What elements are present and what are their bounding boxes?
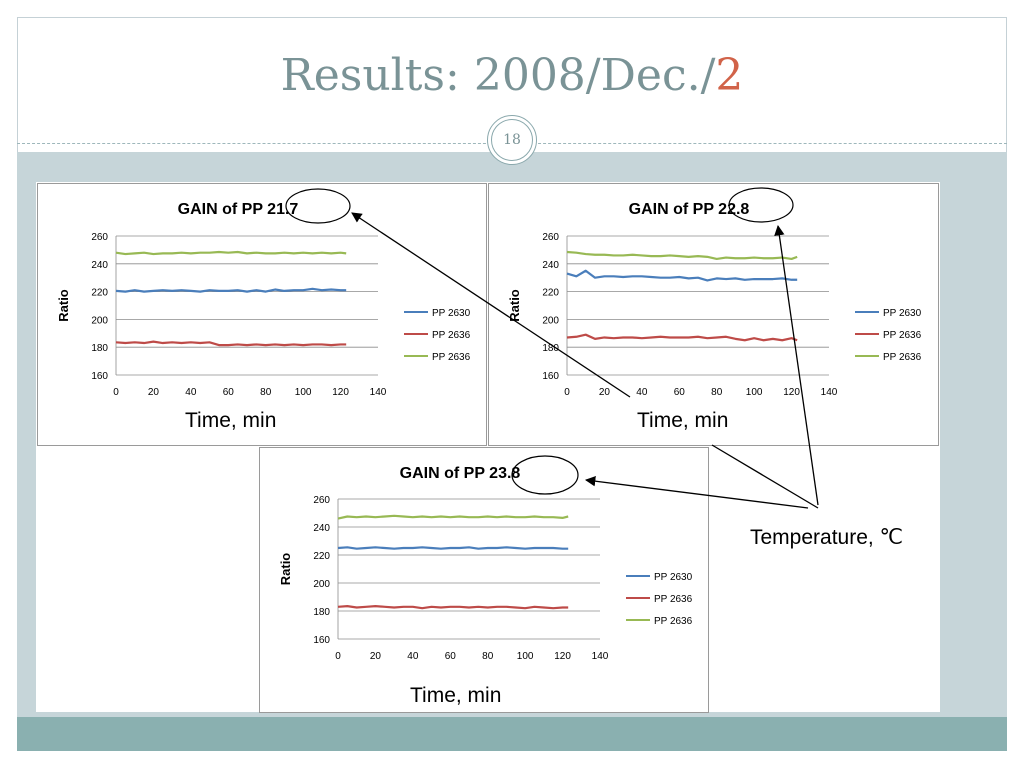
x-axis-label-chart-1: Time, min bbox=[185, 409, 277, 432]
title-highlight-ellipse bbox=[728, 187, 794, 223]
legend-label: PP 2636 bbox=[883, 352, 922, 363]
series-line-pp-2636-1 bbox=[115, 340, 347, 347]
legend-label: PP 2636 bbox=[883, 330, 922, 341]
x-tick-label: 40 bbox=[636, 387, 648, 398]
legend-label: PP 2636 bbox=[432, 330, 471, 341]
legend-label: PP 2636 bbox=[654, 616, 693, 627]
x-tick-label: 80 bbox=[711, 387, 723, 398]
x-tick-label: 140 bbox=[821, 387, 838, 398]
series-line-pp-2630-0 bbox=[115, 287, 347, 293]
legend-label: PP 2636 bbox=[654, 594, 693, 605]
arrow-to-gain-22-8 bbox=[774, 224, 819, 506]
title-main: Results: 2008/Dec./ bbox=[280, 50, 716, 101]
x-tick-label: 60 bbox=[223, 387, 235, 398]
slide-title: Results: 2008/Dec./2 bbox=[17, 50, 1007, 101]
series-line-pp-2636-2 bbox=[337, 514, 569, 520]
chart-title-prefix: GAIN of PP bbox=[178, 201, 268, 218]
series-line-pp-2636-1 bbox=[566, 333, 798, 342]
x-tick-label: 140 bbox=[592, 651, 609, 662]
series-line-pp-2636-2 bbox=[566, 250, 798, 261]
chart-title-prefix: GAIN of PP bbox=[400, 465, 490, 482]
x-tick-label: 120 bbox=[332, 387, 349, 398]
y-axis-label: Ratio bbox=[278, 553, 293, 586]
connector-line bbox=[711, 444, 819, 509]
x-tick-label: 60 bbox=[674, 387, 686, 398]
x-tick-label: 20 bbox=[148, 387, 160, 398]
chart-title: GAIN of PP 22.8 bbox=[629, 201, 750, 218]
y-axis-label: Ratio bbox=[56, 289, 71, 322]
y-tick-label: 240 bbox=[542, 260, 559, 271]
chart-title-value: 22.8 bbox=[718, 201, 749, 218]
x-tick-label: 140 bbox=[370, 387, 387, 398]
y-tick-label: 180 bbox=[91, 343, 108, 354]
chart-title: GAIN of PP 21.7 bbox=[178, 201, 299, 218]
y-tick-label: 200 bbox=[542, 315, 559, 326]
y-tick-label: 200 bbox=[91, 315, 108, 326]
y-tick-label: 260 bbox=[313, 495, 330, 506]
arrow-to-gain-23-8 bbox=[584, 476, 809, 509]
y-tick-label: 160 bbox=[313, 635, 330, 646]
y-tick-label: 240 bbox=[313, 523, 330, 534]
y-tick-label: 240 bbox=[91, 260, 108, 271]
y-tick-label: 220 bbox=[313, 551, 330, 562]
chart-title-prefix: GAIN of PP bbox=[629, 201, 719, 218]
legend-label: PP 2630 bbox=[432, 308, 471, 319]
chart-gain-22-8: GAIN of PP 22.8 160 180 200 220 240 260 0 20 40 60… bbox=[507, 187, 922, 398]
y-tick-label: 220 bbox=[91, 288, 108, 299]
x-tick-label: 20 bbox=[599, 387, 611, 398]
x-tick-label: 80 bbox=[482, 651, 494, 662]
x-tick-label: 100 bbox=[517, 651, 534, 662]
chart-gain-21-7: GAIN of PP 21.7 160 180 200 220 240 260 0 20 40 60… bbox=[56, 188, 471, 398]
temperature-annotation: Temperature, ℃ bbox=[750, 526, 904, 549]
page-number: 18 bbox=[491, 119, 533, 161]
legend-label: PP 2630 bbox=[883, 308, 922, 319]
x-tick-label: 100 bbox=[746, 387, 763, 398]
y-tick-label: 160 bbox=[91, 371, 108, 382]
series-line-pp-2636-1 bbox=[337, 605, 569, 610]
y-tick-label: 160 bbox=[542, 371, 559, 382]
series-line-pp-2630-0 bbox=[337, 546, 569, 550]
x-tick-label: 20 bbox=[370, 651, 382, 662]
chart-title-value: 21.7 bbox=[267, 201, 298, 218]
x-tick-label: 60 bbox=[445, 651, 457, 662]
x-tick-label: 40 bbox=[185, 387, 197, 398]
y-tick-label: 260 bbox=[91, 232, 108, 243]
x-axis-label-chart-2: Time, min bbox=[637, 409, 729, 432]
series-line-pp-2636-2 bbox=[115, 250, 347, 256]
y-tick-label: 180 bbox=[542, 343, 559, 354]
footer-bar bbox=[17, 717, 1007, 751]
series-line-pp-2630-0 bbox=[566, 269, 798, 282]
title-accent: 2 bbox=[715, 50, 744, 101]
x-tick-label: 120 bbox=[554, 651, 571, 662]
x-tick-label: 100 bbox=[295, 387, 312, 398]
title-highlight-ellipse bbox=[511, 455, 579, 495]
x-tick-label: 0 bbox=[335, 651, 341, 662]
x-axis-label-chart-3: Time, min bbox=[410, 684, 502, 707]
chart-panel-gain-23-8: GAIN of PP 23.8 160 180 200 220 240 260 0 20 40 60… bbox=[259, 447, 709, 713]
legend-label: PP 2630 bbox=[654, 572, 693, 583]
title-highlight-ellipse bbox=[285, 188, 351, 224]
y-tick-label: 180 bbox=[313, 607, 330, 618]
x-tick-label: 120 bbox=[783, 387, 800, 398]
chart-panel-gain-21-7: GAIN of PP 21.7 160 180 200 220 240 260 0 20 40 60… bbox=[37, 183, 487, 446]
x-tick-label: 80 bbox=[260, 387, 272, 398]
legend-label: PP 2636 bbox=[432, 352, 471, 363]
y-axis-label: Ratio bbox=[507, 289, 522, 322]
x-tick-label: 40 bbox=[407, 651, 419, 662]
x-tick-label: 0 bbox=[564, 387, 570, 398]
x-tick-label: 0 bbox=[113, 387, 119, 398]
y-tick-label: 220 bbox=[542, 288, 559, 299]
y-tick-label: 260 bbox=[542, 232, 559, 243]
page-number-badge: 18 bbox=[487, 115, 537, 165]
arrow-to-gain-21-7 bbox=[351, 212, 631, 398]
y-tick-label: 200 bbox=[313, 579, 330, 590]
